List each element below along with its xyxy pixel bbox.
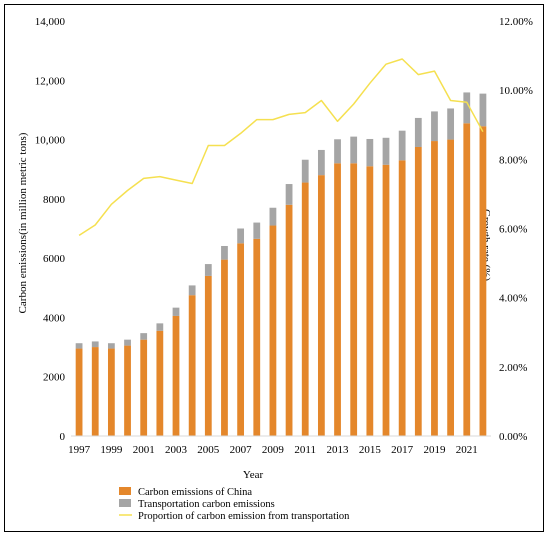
legend-label-china: Carbon emissions of China (138, 487, 252, 498)
bar-carbon-china (463, 123, 471, 437)
chart: Carbon emissions(in million metric tons)… (17, 16, 533, 522)
legend-label-proportion: Proportion of carbon emission from trans… (138, 511, 350, 522)
bar-carbon-china (172, 315, 180, 436)
bar-transport (350, 136, 358, 164)
y-tick-left-label: 8000 (43, 194, 66, 206)
y-tick-left-label: 14,000 (35, 16, 66, 28)
legend-item-transport: Transportation carbon emissions (119, 499, 275, 510)
x-ticks: 1997 1999 2001 2003 2005 2007 2009 2011 2013 2015… (68, 444, 478, 456)
x-tick-label: 2007 (230, 444, 253, 456)
bar-transport (285, 184, 293, 205)
x-tick-label: 2005 (197, 444, 220, 456)
x-axis-title: Year (243, 469, 264, 481)
bar-transport (414, 117, 422, 147)
bar-transport (366, 138, 374, 167)
bar-carbon-china (75, 348, 83, 436)
bar-transport (156, 323, 164, 331)
bar-carbon-china (317, 175, 325, 436)
bar-transport (447, 108, 455, 140)
bar-transport (269, 207, 277, 226)
x-tick-label: 2015 (359, 444, 382, 456)
x-tick-label: 2013 (327, 444, 350, 456)
bar-carbon-china (414, 146, 422, 436)
x-tick-label: 2017 (391, 444, 414, 456)
y-tick-right-label: 12.00% (499, 16, 533, 28)
bar-transport (334, 139, 341, 164)
bar-transport (221, 245, 228, 260)
bar-transport (463, 92, 471, 124)
bar-transport (107, 343, 115, 349)
y-tick-right-label: 10.00% (499, 85, 533, 97)
bar-carbon-china (479, 126, 487, 436)
bar-carbon-china (156, 330, 164, 436)
bar-carbon-china (253, 238, 261, 436)
y-tick-left-label: 12,000 (35, 75, 66, 87)
y-ticks-right: 0.00% 2.00% 4.00% 6.00% 8.00% 10.00% 12.00% (499, 16, 533, 443)
legend-label-transport: Transportation carbon emissions (138, 499, 275, 510)
legend-item-proportion: Proportion of carbon emission from trans… (119, 511, 350, 522)
bar-carbon-china (350, 163, 358, 437)
y-tick-left-label: 2000 (43, 372, 66, 384)
bar-transport (431, 111, 438, 142)
bar-carbon-china (431, 141, 438, 436)
bar-carbon-china (91, 347, 99, 436)
x-tick-label: 2009 (262, 444, 285, 456)
legend-item-china: Carbon emissions of China (119, 487, 252, 498)
x-tick-label: 2001 (133, 444, 155, 456)
bar-carbon-china (140, 339, 148, 436)
bar-carbon-china (447, 139, 455, 437)
bars (75, 92, 487, 437)
bar-transport (237, 228, 245, 244)
bar-transport (204, 264, 212, 276)
bar-carbon-china (204, 275, 212, 436)
x-tick-label: 1997 (68, 444, 91, 456)
y-ticks-left: 0 2000 4000 6000 8000 10,000 12,000 14,000 (35, 16, 66, 443)
bar-carbon-china (188, 295, 196, 436)
bar-carbon-china (398, 160, 406, 437)
bar-carbon-china (269, 225, 277, 436)
bar-carbon-china (124, 345, 131, 436)
y-tick-left-label: 0 (60, 431, 66, 443)
y-tick-right-label: 6.00% (499, 224, 527, 236)
bar-transport (301, 159, 309, 183)
bar-transport (124, 339, 131, 346)
bar-carbon-china (301, 182, 309, 436)
x-tick-label: 1999 (100, 444, 123, 456)
legend-swatch-transport (119, 499, 131, 507)
bar-carbon-china (107, 348, 115, 436)
y-tick-left-label: 4000 (43, 312, 66, 324)
bar-carbon-china (285, 204, 293, 436)
bar-transport (317, 149, 325, 176)
y-tick-left-label: 6000 (43, 253, 66, 265)
bar-transport (75, 343, 83, 349)
bar-transport (91, 341, 99, 348)
x-tick-label: 2021 (456, 444, 478, 456)
bar-carbon-china (221, 259, 228, 436)
x-tick-label: 2011 (294, 444, 316, 456)
bar-transport (382, 137, 390, 165)
line-layer (78, 58, 484, 237)
line-proportion (78, 58, 484, 237)
bar-transport (479, 93, 487, 127)
bar-transport (172, 307, 180, 316)
y-tick-right-label: 0.00% (499, 431, 527, 443)
y-tick-left-label: 10,000 (35, 135, 66, 147)
bar-carbon-china (334, 163, 341, 437)
bar-transport (253, 222, 261, 239)
bar-transport (398, 130, 406, 161)
y-tick-right-label: 2.00% (499, 362, 527, 374)
x-tick-label: 2019 (423, 444, 446, 456)
y-axis-left-title: Carbon emissions(in million metric tons) (17, 132, 29, 313)
bar-transport (140, 333, 148, 340)
x-tick-label: 2003 (165, 444, 188, 456)
y-tick-right-label: 4.00% (499, 293, 527, 305)
bar-carbon-china (382, 164, 390, 436)
bar-carbon-china (366, 166, 374, 436)
legend-swatch-china (119, 487, 131, 495)
chart-frame: Carbon emissions(in million metric tons)… (4, 4, 544, 532)
bar-carbon-china (237, 243, 245, 436)
legend: Carbon emissions of China Transportation… (119, 487, 350, 522)
y-tick-right-label: 8.00% (499, 154, 527, 166)
bar-transport (188, 285, 196, 296)
